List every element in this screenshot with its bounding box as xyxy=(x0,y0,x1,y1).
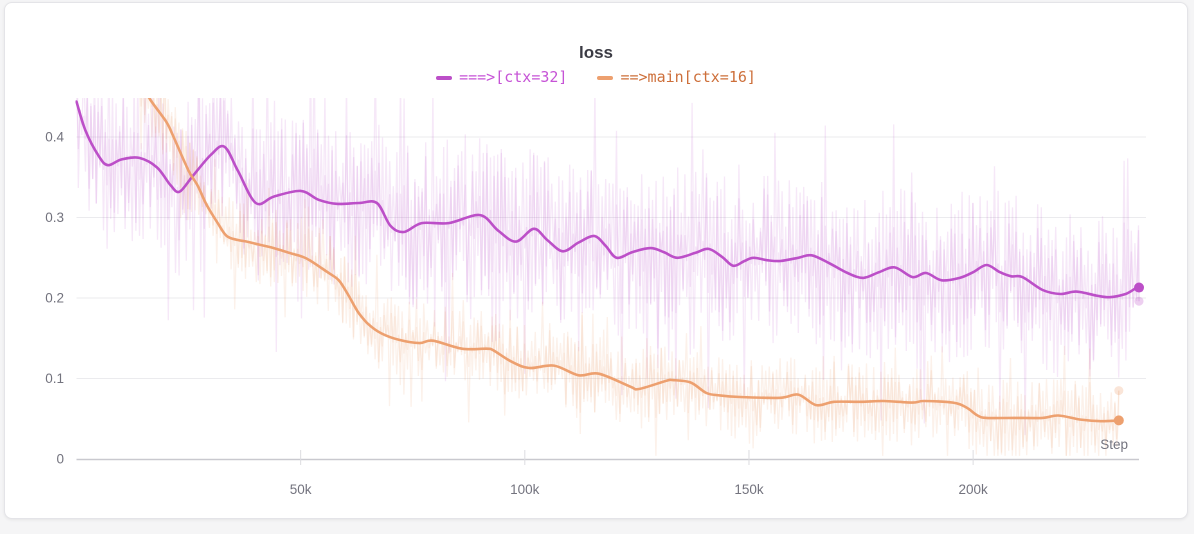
chart-header: loss ===>[ctx=32] ==>main[ctx=16] xyxy=(5,3,1187,85)
chart-panel[interactable]: loss ===>[ctx=32] ==>main[ctx=16] xyxy=(4,2,1188,519)
legend-swatch-icon xyxy=(597,75,614,80)
legend-swatch-icon xyxy=(436,75,453,80)
legend-item-0[interactable]: ===>[ctx=32] xyxy=(436,70,567,85)
legend-label: ==>main[ctx=16] xyxy=(620,68,756,87)
legend: ===>[ctx=32] ==>main[ctx=16] xyxy=(5,70,1187,85)
legend-label: ===>[ctx=32] xyxy=(459,68,568,87)
chart-title: loss xyxy=(578,43,614,62)
legend-item-1[interactable]: ==>main[ctx=16] xyxy=(597,68,756,87)
